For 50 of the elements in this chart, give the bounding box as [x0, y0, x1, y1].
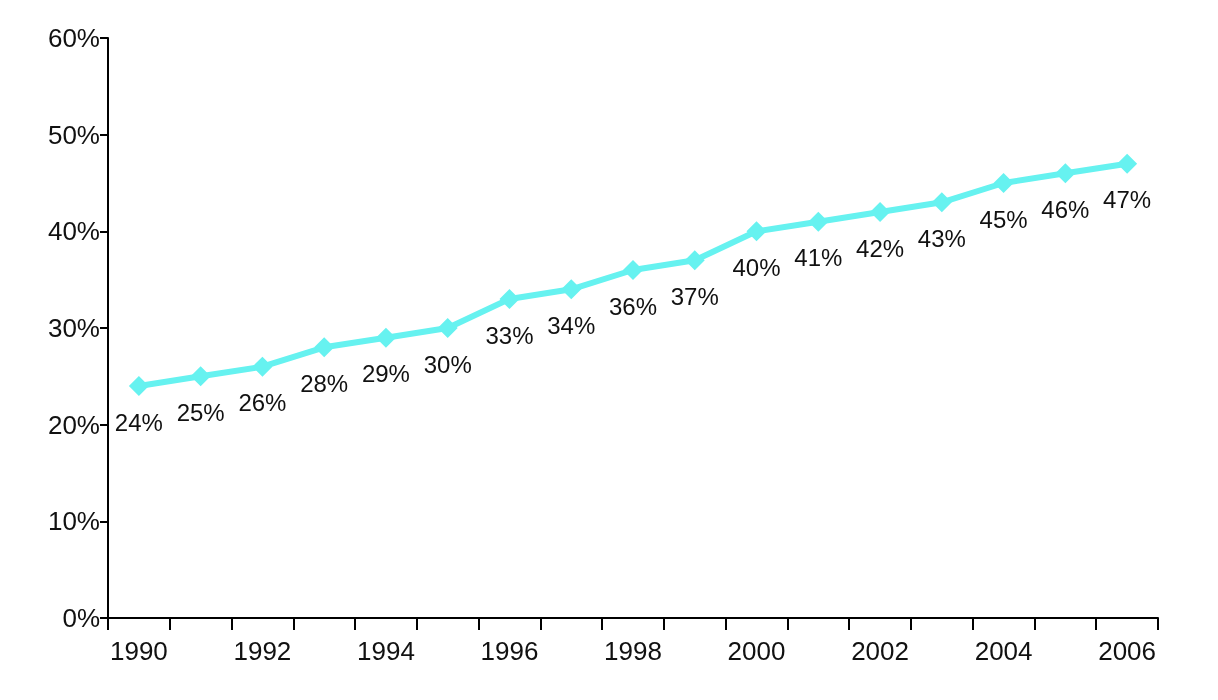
data-label: 43% — [917, 224, 966, 252]
point — [252, 356, 273, 377]
point — [499, 289, 520, 309]
x-tick-label: 1994 — [357, 636, 415, 666]
x-tick-label: 2000 — [727, 636, 786, 666]
point — [870, 202, 891, 222]
point — [128, 376, 149, 396]
data-label: 36% — [608, 292, 658, 320]
point — [993, 173, 1014, 193]
point — [314, 337, 335, 358]
data-label: 45% — [979, 205, 1028, 233]
point — [931, 192, 952, 213]
point — [808, 211, 829, 232]
data-label: 34% — [547, 311, 596, 339]
data-label: 42% — [856, 234, 905, 262]
y-tick-label: 30% — [47, 313, 100, 343]
point — [746, 221, 767, 242]
point — [1117, 153, 1138, 174]
point — [561, 279, 582, 300]
x-tick-label: 1990 — [109, 636, 168, 666]
data-label: 47% — [1103, 186, 1152, 214]
x-tick-label: 1996 — [480, 636, 539, 666]
point — [375, 327, 396, 348]
x-tick-label: 2004 — [974, 636, 1033, 666]
data-label: 33% — [485, 321, 534, 349]
data-label: 25% — [176, 398, 225, 426]
point — [684, 250, 705, 271]
data-label: 46% — [1041, 195, 1090, 223]
data-label: 26% — [238, 389, 287, 417]
point — [437, 318, 458, 338]
data-label: 41% — [794, 244, 843, 272]
point — [190, 366, 211, 387]
y-tick-label: 0% — [62, 603, 100, 633]
data-label: 28% — [300, 369, 349, 397]
y-tick-label: 60% — [47, 23, 100, 53]
x-tick-label: 1992 — [233, 636, 292, 666]
y-tick-label: 10% — [47, 506, 100, 537]
x-tick-label: 1998 — [604, 636, 662, 666]
point — [1055, 163, 1076, 184]
x-tick-label: 2006 — [1098, 636, 1157, 666]
data-label: 29% — [361, 360, 410, 388]
data-label: 40% — [732, 253, 781, 281]
data-label: 30% — [423, 350, 472, 378]
y-tick-label: 50% — [47, 119, 100, 150]
y-tick-label: 20% — [47, 409, 100, 440]
point — [623, 260, 643, 280]
data-label: 24% — [114, 408, 163, 436]
data-label: 37% — [670, 282, 719, 310]
x-tick-label: 2002 — [851, 636, 909, 666]
y-tick-label: 40% — [47, 216, 100, 247]
